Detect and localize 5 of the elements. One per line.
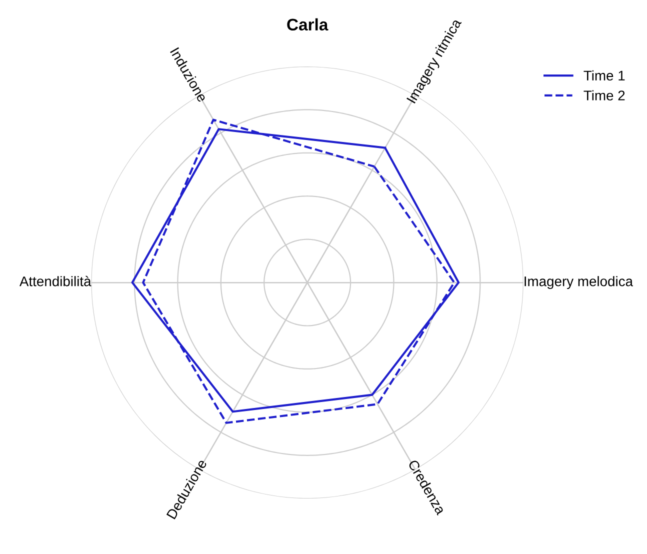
spoke-label: Imagery melodica	[524, 276, 633, 290]
spoke-label: Attendibilità	[19, 276, 92, 286]
chart-title: Carla	[287, 18, 328, 31]
legend-label: Time 2	[584, 90, 625, 100]
legend-label: Time 1	[584, 70, 625, 81]
